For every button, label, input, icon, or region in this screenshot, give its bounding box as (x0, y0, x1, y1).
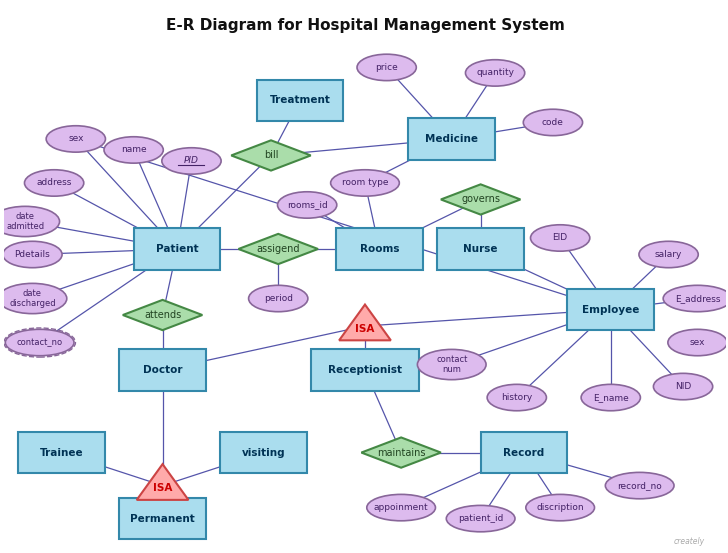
Text: date
admitted: date admitted (6, 212, 44, 231)
Text: Receptionist: Receptionist (328, 365, 402, 375)
Text: code: code (542, 118, 564, 127)
Text: appoinment: appoinment (373, 503, 429, 512)
Text: EID: EID (553, 233, 568, 242)
Text: E_name: E_name (593, 393, 629, 402)
FancyBboxPatch shape (336, 228, 423, 270)
Text: ISA: ISA (355, 324, 375, 334)
Text: maintains: maintains (377, 447, 425, 457)
FancyBboxPatch shape (134, 228, 221, 270)
Ellipse shape (0, 206, 60, 237)
FancyBboxPatch shape (256, 80, 344, 121)
Polygon shape (441, 184, 521, 215)
Text: sex: sex (689, 338, 705, 347)
Ellipse shape (331, 170, 400, 196)
Ellipse shape (639, 241, 698, 268)
FancyBboxPatch shape (119, 498, 206, 539)
Text: name: name (121, 145, 146, 154)
Text: price: price (376, 63, 398, 72)
Text: Doctor: Doctor (143, 365, 182, 375)
Polygon shape (339, 305, 391, 340)
Text: Patient: Patient (156, 244, 198, 254)
Text: attends: attends (144, 310, 181, 320)
Ellipse shape (465, 60, 525, 86)
Text: date
discharged: date discharged (9, 289, 56, 308)
Text: quantity: quantity (476, 69, 514, 77)
Ellipse shape (581, 384, 641, 411)
FancyBboxPatch shape (311, 349, 419, 390)
Ellipse shape (248, 285, 308, 312)
Text: bill: bill (264, 150, 278, 160)
Ellipse shape (446, 505, 515, 532)
Ellipse shape (104, 137, 163, 163)
Ellipse shape (654, 373, 713, 400)
Text: Trainee: Trainee (39, 447, 83, 457)
Text: visiting: visiting (242, 447, 285, 457)
Ellipse shape (25, 170, 84, 196)
Ellipse shape (46, 126, 106, 152)
Text: patient_id: patient_id (458, 514, 503, 523)
FancyBboxPatch shape (567, 289, 654, 330)
Polygon shape (232, 140, 311, 170)
Text: Treatment: Treatment (269, 96, 331, 106)
Ellipse shape (0, 283, 67, 314)
Text: record_no: record_no (617, 481, 662, 490)
FancyBboxPatch shape (119, 349, 206, 390)
Ellipse shape (162, 148, 221, 174)
Text: sex: sex (68, 134, 84, 143)
Text: creately: creately (673, 537, 705, 546)
Text: salary: salary (655, 250, 682, 259)
Ellipse shape (357, 54, 416, 81)
Text: Permanent: Permanent (130, 514, 195, 524)
FancyBboxPatch shape (408, 118, 495, 160)
Ellipse shape (668, 330, 727, 356)
Text: NID: NID (675, 382, 691, 391)
Polygon shape (239, 234, 318, 264)
Polygon shape (137, 464, 189, 500)
Text: Record: Record (503, 447, 545, 457)
Text: discription: discription (537, 503, 584, 512)
Text: room type: room type (341, 179, 388, 187)
FancyBboxPatch shape (480, 432, 567, 473)
Ellipse shape (367, 494, 435, 521)
FancyBboxPatch shape (18, 432, 105, 473)
Ellipse shape (663, 285, 728, 312)
Ellipse shape (606, 472, 674, 499)
Text: assigend: assigend (256, 244, 300, 254)
Text: Rooms: Rooms (360, 244, 399, 254)
FancyBboxPatch shape (438, 228, 524, 270)
Text: address: address (36, 179, 72, 187)
Ellipse shape (5, 330, 74, 356)
Ellipse shape (523, 109, 582, 135)
Text: governs: governs (461, 195, 500, 205)
FancyBboxPatch shape (221, 432, 307, 473)
Ellipse shape (3, 241, 62, 268)
Ellipse shape (531, 225, 590, 251)
Ellipse shape (277, 192, 337, 218)
Ellipse shape (417, 349, 486, 380)
Text: Medicine: Medicine (425, 134, 478, 144)
Text: E_address: E_address (675, 294, 720, 303)
Text: PID: PID (184, 156, 199, 165)
Text: contact_no: contact_no (17, 338, 63, 347)
Text: period: period (264, 294, 293, 303)
Polygon shape (123, 300, 202, 330)
Text: Nurse: Nurse (464, 244, 498, 254)
Text: Employee: Employee (582, 305, 639, 315)
Ellipse shape (526, 494, 595, 521)
Polygon shape (361, 437, 441, 468)
Ellipse shape (487, 384, 547, 411)
Text: Pdetails: Pdetails (15, 250, 50, 259)
Text: rooms_id: rooms_id (287, 201, 328, 210)
Text: E-R Diagram for Hospital Management System: E-R Diagram for Hospital Management Syst… (165, 18, 564, 33)
Text: contact
num: contact num (436, 355, 467, 374)
Text: ISA: ISA (153, 483, 173, 493)
Text: history: history (501, 393, 532, 402)
